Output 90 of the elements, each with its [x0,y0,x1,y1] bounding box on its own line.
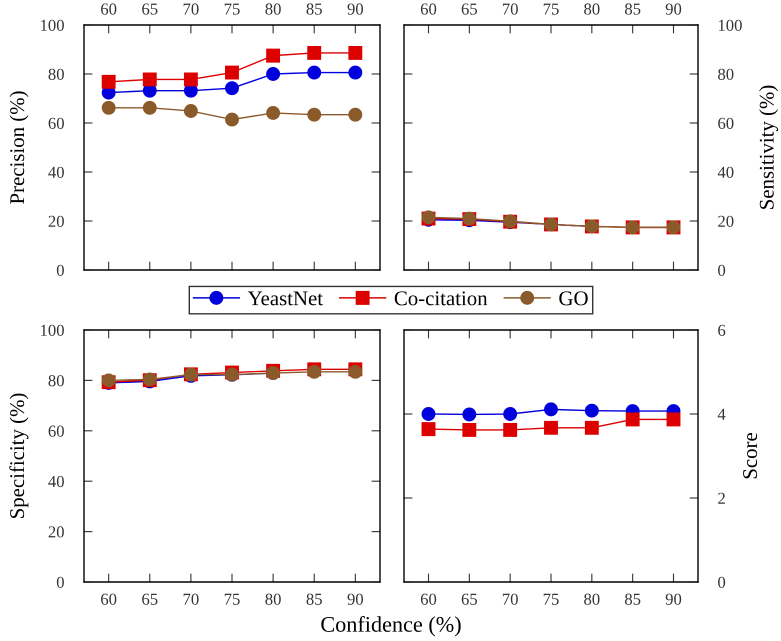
x-tick-label: 60 [101,3,116,15]
point [184,104,198,118]
point [307,66,322,80]
y-tick-label: 100 [41,20,64,31]
x-tick-label: 70 [502,594,518,605]
legend-label: GO [559,291,588,306]
point [503,423,518,437]
y2-tick-label: 2 [718,492,725,504]
x-tick-label: 80 [265,3,281,15]
point [422,407,436,421]
point [266,67,280,81]
y-axis-title: Precision (%) [10,91,28,204]
y-tick-label: 20 [48,216,64,227]
x-tick-label: 90 [348,3,364,15]
point [348,46,362,60]
y2-tick-label: 40 [718,166,734,178]
y2-axis-title: Sensitivity (%) [759,86,778,209]
legend-label: Co-citation [394,291,488,306]
point [348,66,362,80]
x-tick-label: 90 [348,594,364,605]
x-tick-label: 75 [544,594,559,605]
y-tick-label: 80 [48,375,64,386]
point [225,112,239,127]
point [184,72,198,86]
point [142,100,157,115]
point [422,422,436,436]
x-tick-label: 60 [420,3,436,15]
x-tick-label: 80 [584,3,600,15]
x-tick-label: 90 [666,3,682,15]
y-tick-label: 100 [41,324,64,336]
x-tick-label: 85 [624,3,640,15]
y-tick-label: 60 [48,426,64,437]
x-tick-label: 80 [584,594,600,605]
point [503,407,518,421]
y2-tick-label: 4 [718,408,726,420]
x-tick-label: 85 [306,3,322,15]
y-tick-label: 0 [56,264,64,276]
point [225,81,239,96]
point [102,100,116,115]
point [462,423,476,437]
x-tick-label: 70 [184,3,199,15]
y2-tick-label: 20 [718,216,734,227]
y2-tick-label: 6 [718,324,726,336]
y2-tick-label: 60 [718,118,734,129]
point [225,66,239,80]
point [307,108,322,122]
x-axis-title: Confidence (%) [321,616,461,636]
point [266,106,280,120]
point [584,420,599,435]
y-tick-label: 80 [48,68,64,80]
y2-tick-label: 0 [718,576,726,588]
point [666,412,680,426]
point [584,404,599,418]
y-axis-title: Specificity (%) [9,394,28,518]
x-tick-label: 75 [224,4,240,15]
point [142,72,157,86]
x-tick-label: 90 [666,594,682,605]
x-tick-label: 65 [462,3,478,15]
y2-tick-label: 0 [718,264,726,276]
point [626,412,640,426]
x-tick-label: 65 [142,594,158,605]
y2-tick-label: 100 [718,20,742,31]
y-tick-label: 40 [48,166,64,178]
x-tick-label: 60 [420,594,436,605]
y-tick-label: 60 [48,118,64,129]
point [348,364,362,379]
y2-tick-label: 80 [718,68,734,80]
point [307,364,322,379]
point [348,108,362,122]
point [462,407,476,422]
x-tick-label: 85 [624,594,640,605]
x-tick-label: 70 [502,3,518,15]
x-tick-label: 60 [101,594,116,605]
x-tick-label: 75 [544,4,559,15]
x-tick-label: 80 [265,594,281,605]
x-tick-label: 85 [306,594,322,605]
point [266,48,280,63]
point [544,402,558,416]
y-tick-label: 20 [48,526,64,538]
x-tick-label: 75 [224,594,240,605]
legend-label: YeastNet [248,292,323,306]
x-tick-label: 65 [462,594,478,605]
x-tick-label: 70 [184,594,199,605]
x-tick-label: 65 [142,3,158,15]
point [307,46,322,60]
point [544,420,558,435]
y-tick-label: 40 [48,476,64,488]
y-tick-label: 0 [56,576,64,588]
y2-axis-title: Score [743,433,758,478]
point [102,74,116,89]
